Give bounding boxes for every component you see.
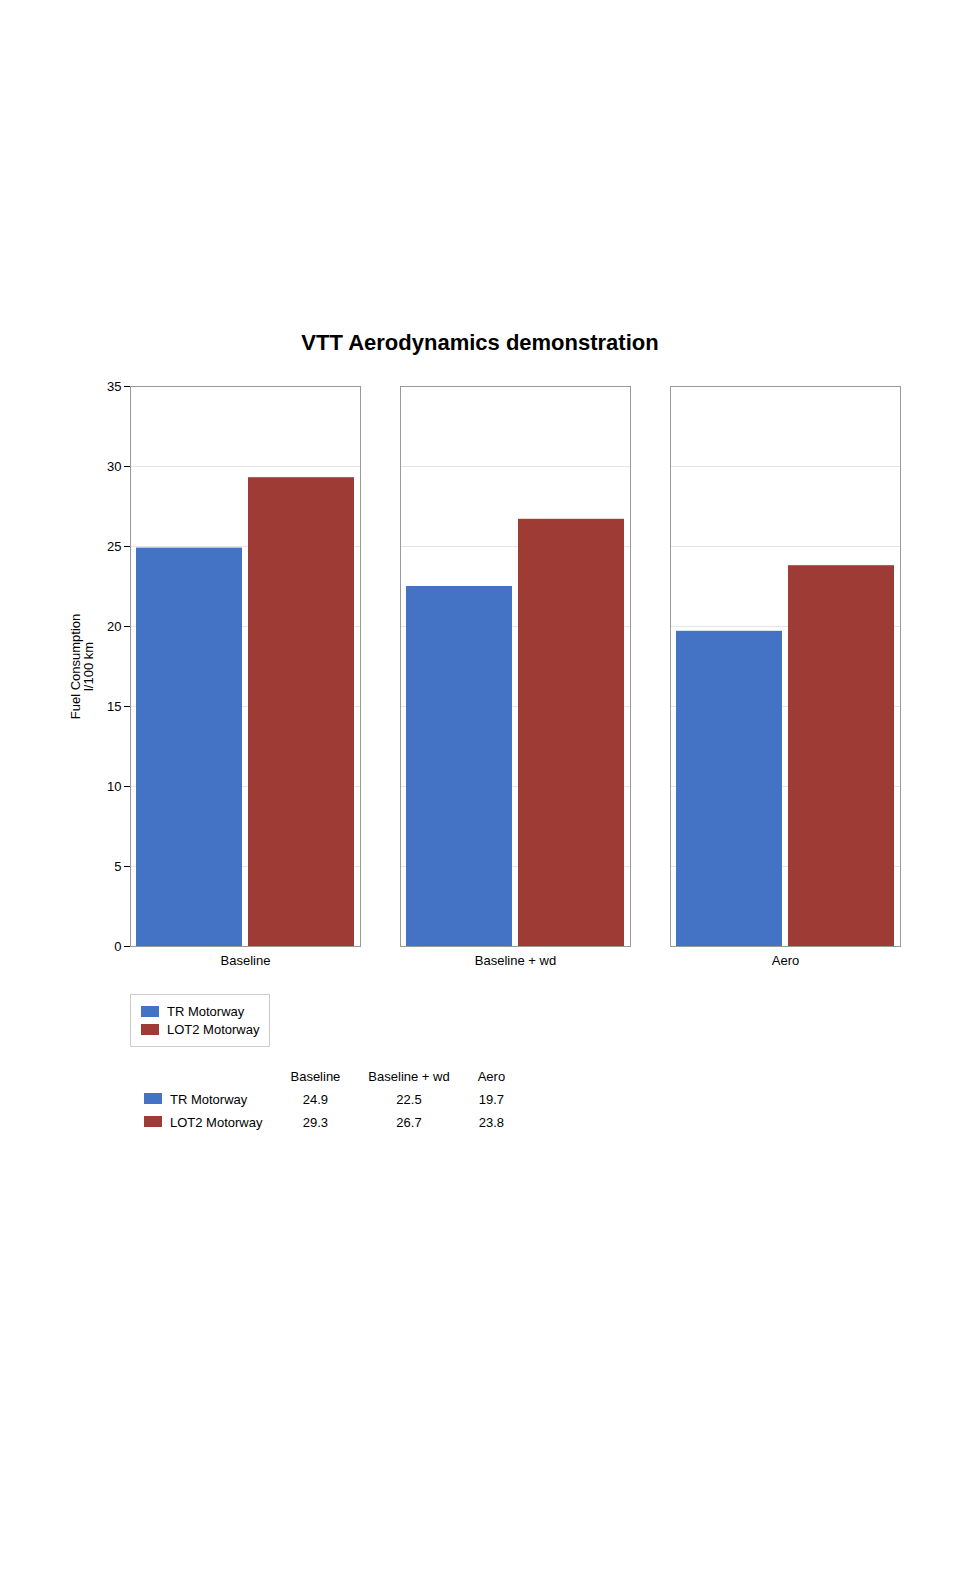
html-text:VTT Aerodynamics demonstration: VTT Aerodynamics demonstration	[301, 330, 659, 355]
html-text:Baseline + wd: Baseline + wd	[368, 1069, 450, 1084]
svg-text:20: 20	[107, 619, 121, 634]
svg-text:30: 30	[107, 459, 121, 474]
svg-text:Aero: Aero	[772, 953, 799, 968]
html-text:29.3: 29.3	[302, 1115, 329, 1130]
svg-text:25: 25	[107, 539, 121, 554]
html-text:Baseline: Baseline	[290, 1069, 341, 1084]
svg-text:15: 15	[107, 699, 121, 714]
html-text:Aero: Aero	[477, 1069, 506, 1084]
html-text:TR Motorway: TR Motorway	[170, 1092, 248, 1107]
svg-text:0: 0	[114, 939, 121, 954]
svg-text:Fuel Consumptionl/100 km: Fuel Consumptionl/100 km	[68, 614, 96, 720]
html-text:TR Motorway: TR Motorway	[167, 1004, 245, 1019]
html-text:22.5: 22.5	[396, 1092, 422, 1107]
svg-text:35: 35	[107, 379, 121, 394]
svg-text:10: 10	[107, 779, 121, 794]
html-text:LOT2 Motorway: LOT2 Motorway	[170, 1115, 263, 1130]
html-text:23.8: 23.8	[478, 1115, 505, 1130]
html-text:19.7: 19.7	[478, 1092, 505, 1107]
html-text:26.7: 26.7	[396, 1115, 422, 1130]
html-text:LOT2 Motorway: LOT2 Motorway	[167, 1022, 260, 1037]
svg-text:Baseline + wd: Baseline + wd	[475, 953, 556, 968]
html-text:24.9: 24.9	[302, 1092, 329, 1107]
svg-text:5: 5	[114, 859, 121, 874]
svg-text:Baseline: Baseline	[221, 953, 271, 968]
